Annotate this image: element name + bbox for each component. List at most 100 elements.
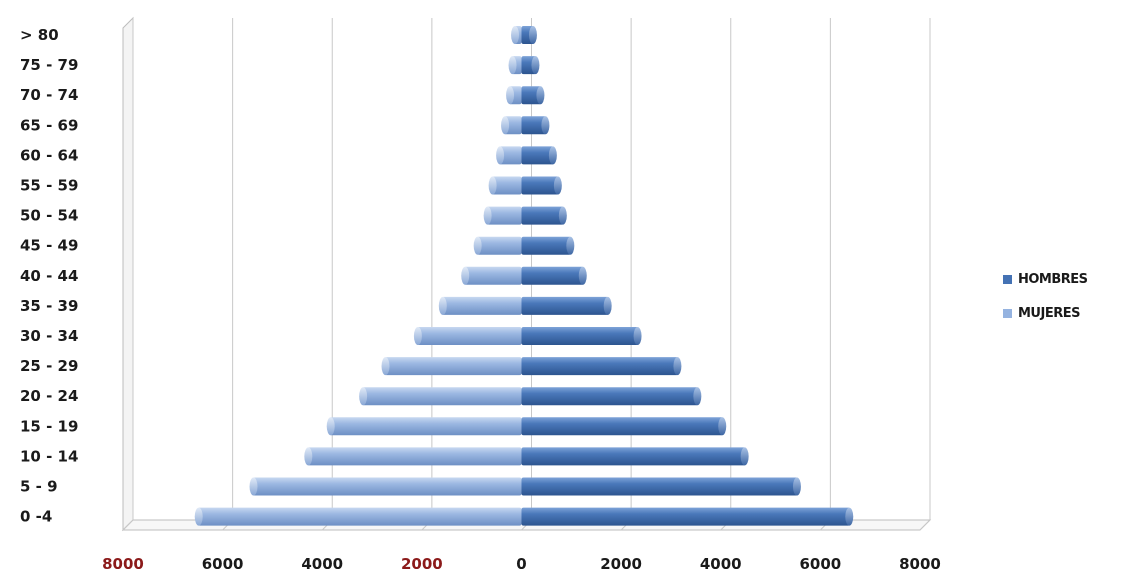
x-tick-label: 4000 <box>301 555 343 571</box>
legend-label-hombres: HOMBRES <box>1018 271 1088 287</box>
legend-swatch-hombres <box>1003 274 1012 284</box>
category-label: 60 - 64 <box>20 146 78 164</box>
bar-cap-hombres <box>578 266 587 285</box>
bar-cap-mujeres <box>381 357 390 376</box>
bar-cap-mujeres <box>194 507 203 526</box>
bar-hombres <box>521 507 851 526</box>
bar-cap-mujeres <box>461 266 470 285</box>
legend: HOMBRES MUJERES <box>1003 262 1088 330</box>
bar-hombres <box>521 206 564 225</box>
category-label: 45 - 49 <box>20 237 78 255</box>
bar-cap-mujeres <box>508 56 517 75</box>
category-label: 15 - 19 <box>20 417 78 435</box>
bar-hombres <box>521 266 584 285</box>
bar-cap-hombres <box>566 236 575 255</box>
legend-swatch-mujeres <box>1003 308 1012 318</box>
category-label: 10 - 14 <box>20 447 78 465</box>
bar-cap-mujeres <box>473 236 482 255</box>
bar-cap-hombres <box>553 176 562 195</box>
x-tick-label: 2000 <box>401 555 443 571</box>
bar-cap-mujeres <box>488 176 497 195</box>
bar-cap-hombres <box>845 507 854 526</box>
value-axis-labels: 8000 6000 4000 2000 0 2000 4000 6000 8000 <box>102 555 941 571</box>
category-label: > 80 <box>20 26 59 44</box>
bar-hombres <box>521 417 724 436</box>
category-label: 0 -4 <box>20 508 52 526</box>
bar-cap-mujeres <box>506 86 515 105</box>
bar-cap-mujeres <box>359 387 368 406</box>
legend-item-mujeres: MUJERES <box>1003 296 1088 330</box>
bar-cap-hombres <box>541 116 550 135</box>
bar-mujeres <box>464 266 522 285</box>
x-tick-label: 4000 <box>700 555 742 571</box>
bar-mujeres <box>491 176 522 195</box>
bar-mujeres <box>486 206 522 225</box>
bar-cap-mujeres <box>483 206 492 225</box>
bars <box>194 26 854 526</box>
bar-mujeres <box>476 236 522 255</box>
gridline-floor <box>122 519 134 531</box>
bar-mujeres <box>329 417 522 436</box>
category-label: 70 - 74 <box>20 86 78 104</box>
x-tick-label: 8000 <box>899 555 941 571</box>
bar-mujeres <box>197 507 522 526</box>
category-label: 30 - 34 <box>20 327 78 345</box>
bar-cap-mujeres <box>511 26 520 44</box>
bar-cap-hombres <box>548 146 557 165</box>
bar-hombres <box>521 296 609 315</box>
bar-mujeres <box>384 357 522 376</box>
bar-cap-mujeres <box>413 327 422 345</box>
category-label: 40 - 44 <box>20 267 78 285</box>
bar-cap-mujeres <box>249 477 258 496</box>
bar-cap-hombres <box>718 417 727 436</box>
bar-cap-mujeres <box>326 417 335 436</box>
bar-hombres <box>521 327 639 345</box>
side-wall <box>122 16 134 532</box>
bar-cap-hombres <box>536 86 545 105</box>
bar-hombres <box>521 387 699 406</box>
bar-mujeres <box>499 146 522 165</box>
bar-mujeres <box>307 447 522 466</box>
x-tick-label: 2000 <box>600 555 642 571</box>
category-label: 5 - 9 <box>20 478 58 496</box>
bar-hombres <box>521 477 798 496</box>
category-label: 35 - 39 <box>20 297 78 315</box>
bar-hombres <box>521 176 559 195</box>
category-label: 55 - 59 <box>20 177 78 195</box>
x-tick-label: 6000 <box>202 555 244 571</box>
category-label: 50 - 54 <box>20 207 78 225</box>
category-axis-labels: 0 -4 5 - 9 10 - 14 15 - 19 20 - 24 25 - 29 30 … <box>20 26 78 526</box>
category-label: 20 - 24 <box>20 387 78 405</box>
bar-hombres <box>521 357 679 376</box>
category-label: 65 - 69 <box>20 116 78 134</box>
bar-mujeres <box>416 327 522 345</box>
legend-label-mujeres: MUJERES <box>1018 305 1080 321</box>
bar-hombres <box>521 116 547 135</box>
bar-cap-hombres <box>531 56 540 75</box>
gridline-floor <box>919 519 931 531</box>
bar-hombres <box>521 146 554 165</box>
category-label: 75 - 79 <box>20 56 78 74</box>
x-tick-label: 0 <box>516 555 526 571</box>
category-label: 25 - 29 <box>20 357 78 375</box>
bar-hombres <box>521 447 746 466</box>
bar-cap-hombres <box>603 296 612 315</box>
bar-cap-mujeres <box>501 116 510 135</box>
bar-mujeres <box>441 296 522 315</box>
bar-hombres <box>521 236 572 255</box>
bar-cap-hombres <box>558 206 567 225</box>
bar-cap-hombres <box>673 357 682 376</box>
x-tick-label: 8000 <box>102 555 144 571</box>
bar-mujeres <box>252 477 522 496</box>
bar-cap-hombres <box>528 26 537 44</box>
bar-cap-mujeres <box>304 447 313 466</box>
bar-cap-hombres <box>792 477 801 496</box>
bar-cap-mujeres <box>438 296 447 315</box>
bar-cap-mujeres <box>496 146 505 165</box>
x-tick-label: 6000 <box>800 555 842 571</box>
bar-hombres <box>521 86 542 105</box>
bar-cap-hombres <box>740 447 749 466</box>
bar-cap-hombres <box>693 387 702 406</box>
bar-cap-hombres <box>633 327 642 345</box>
